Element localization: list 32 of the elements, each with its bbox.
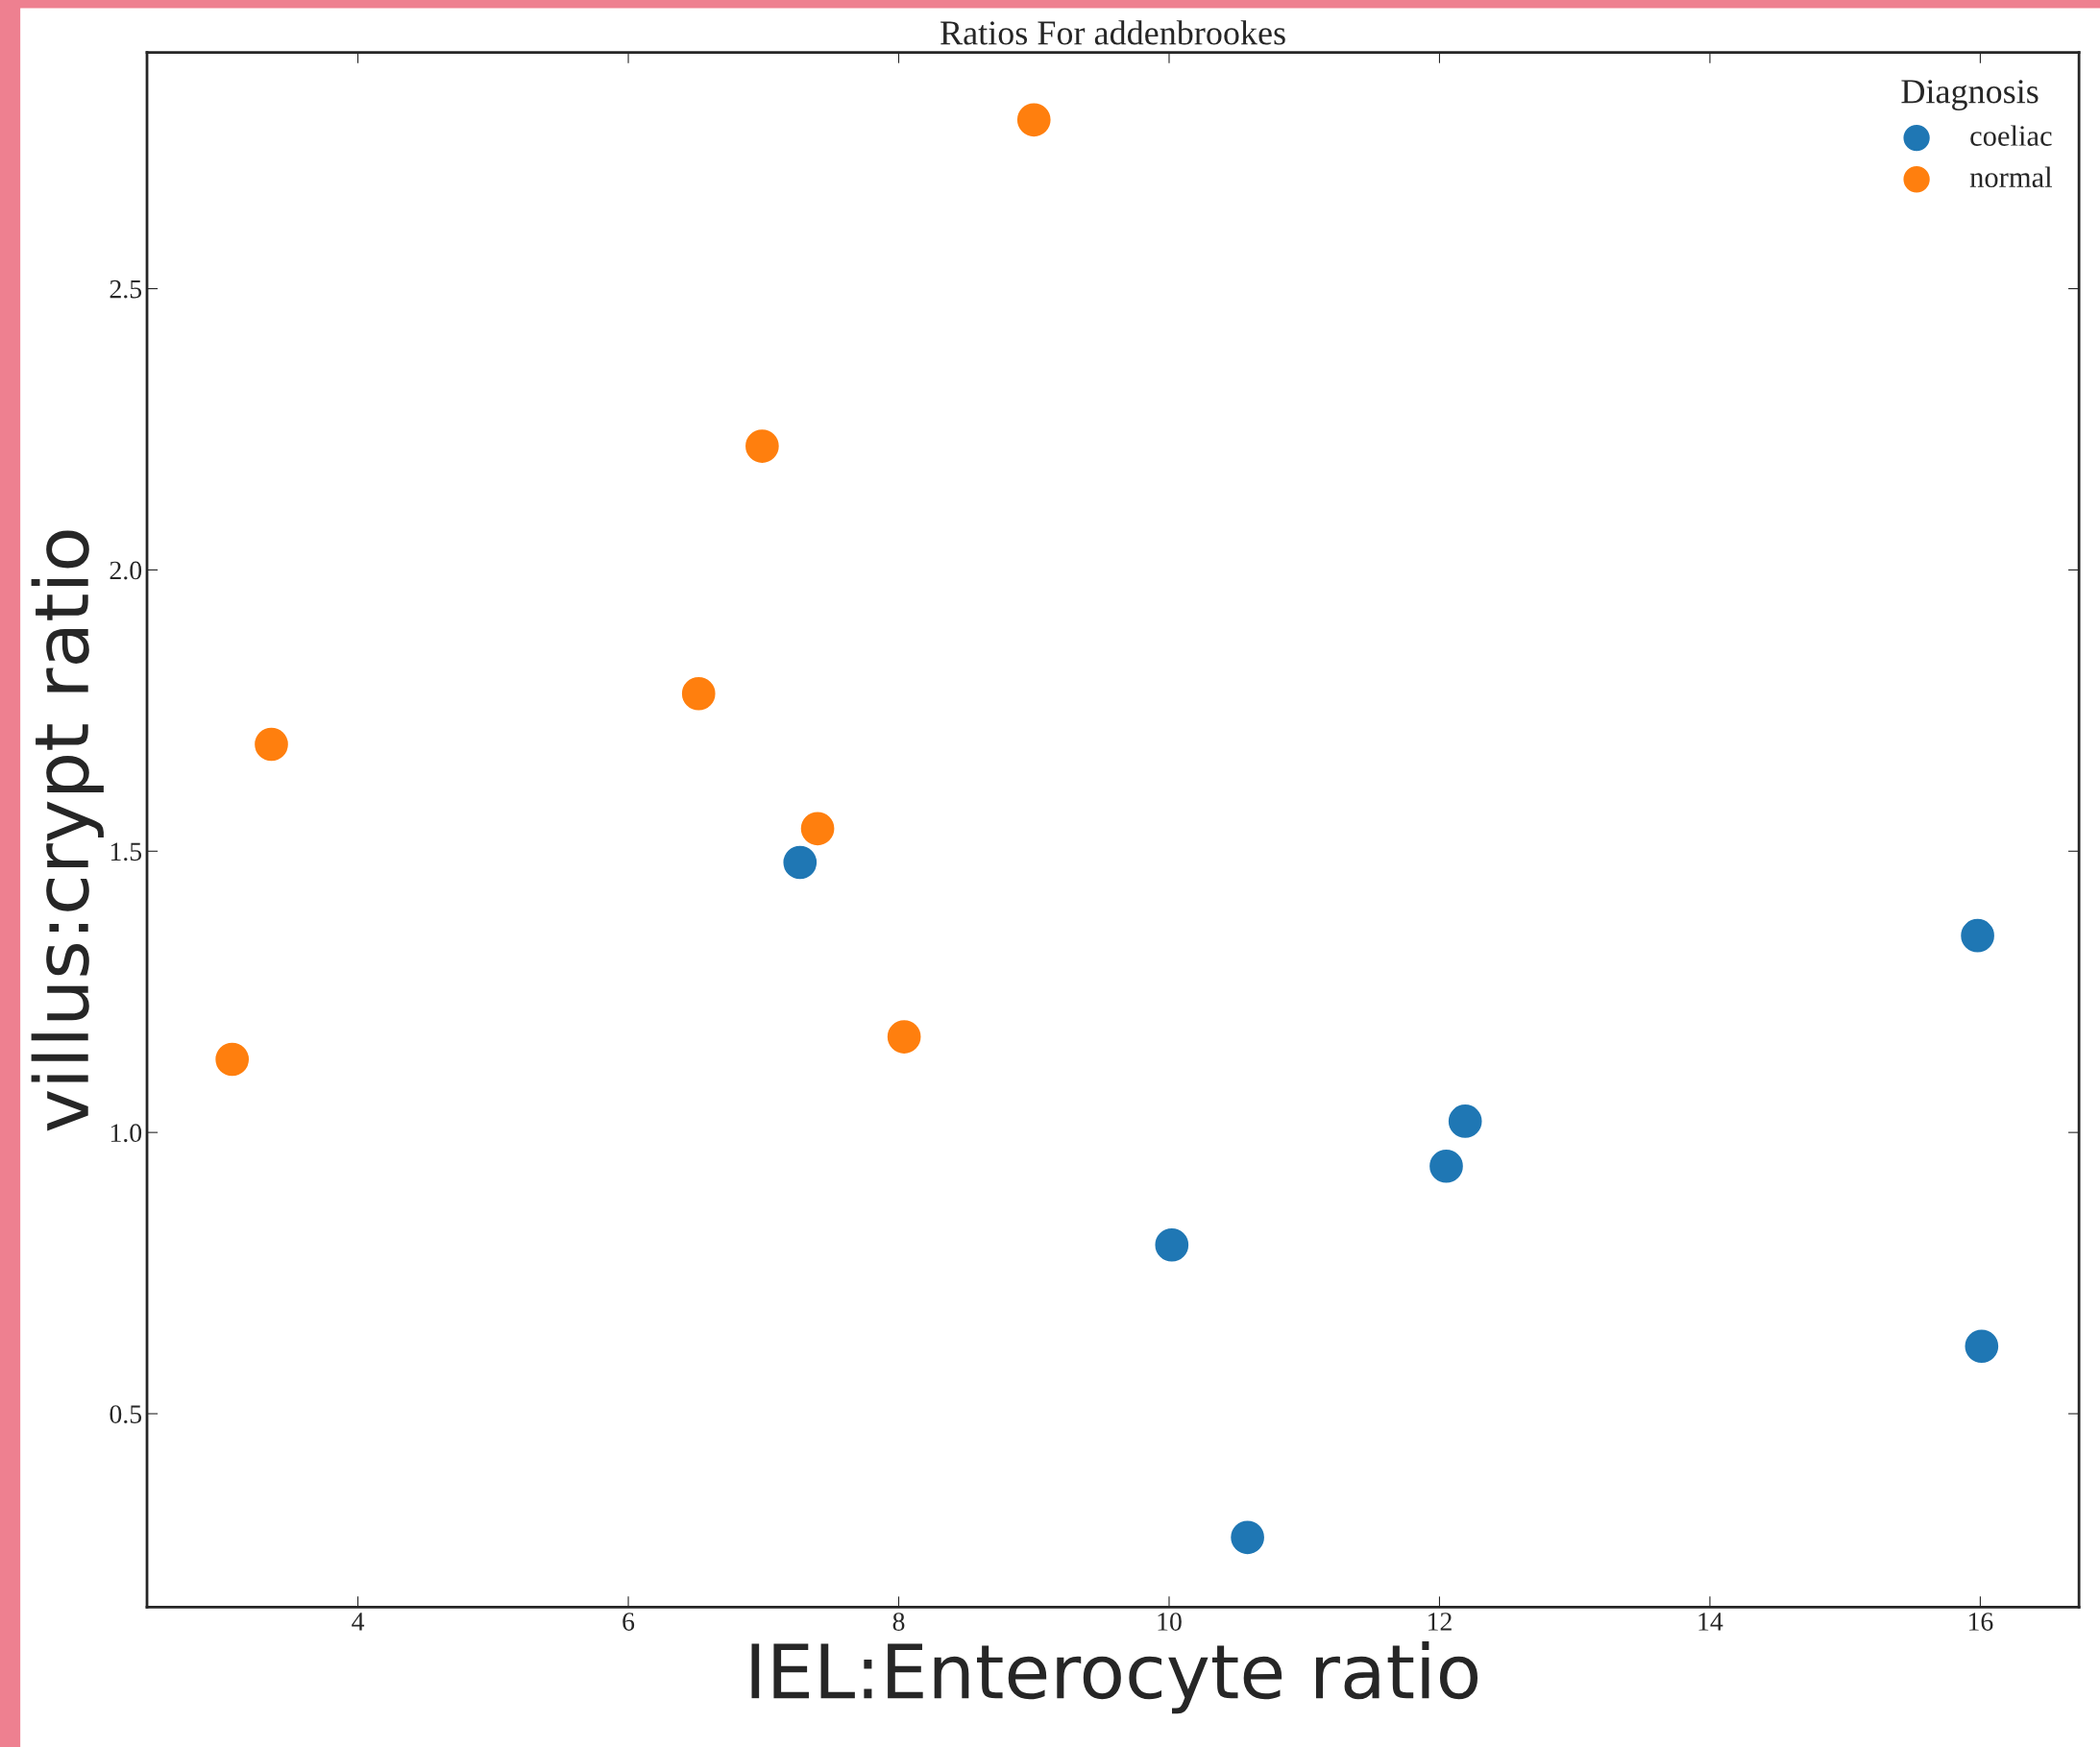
point bbox=[1446, 1103, 1484, 1140]
y-tick-label: 1.5 bbox=[110, 842, 142, 861]
chart-title: Ratios For addenbrookes bbox=[940, 20, 1285, 45]
point bbox=[1229, 1518, 1267, 1557]
point bbox=[1153, 1225, 1191, 1264]
legend-label: coeliac bbox=[1970, 125, 2052, 146]
point bbox=[1428, 1147, 1465, 1185]
y-tick-label: 1.0 bbox=[110, 1124, 142, 1143]
point bbox=[679, 674, 718, 713]
point bbox=[781, 843, 819, 882]
legend-label: normal bbox=[1969, 166, 2053, 188]
point bbox=[1963, 1327, 2001, 1366]
point bbox=[1014, 101, 1053, 139]
x-tick-label: 6 bbox=[623, 1613, 635, 1631]
point bbox=[885, 1018, 923, 1055]
x-tick-label: 4 bbox=[352, 1613, 365, 1631]
point bbox=[1959, 916, 1996, 955]
point bbox=[743, 427, 781, 465]
x-tick-label: 14 bbox=[1698, 1613, 1723, 1631]
x-axis-title: IEL:Enterocyte ratio bbox=[751, 1641, 1478, 1714]
y-tick-label: 2.0 bbox=[110, 561, 142, 580]
x-tick-label: 12 bbox=[1428, 1613, 1452, 1631]
y-axis-title: villus:crypt ratio bbox=[31, 530, 104, 1131]
y-tick-label: 0.5 bbox=[110, 1405, 142, 1424]
point bbox=[213, 1040, 252, 1079]
x-tick-label: 10 bbox=[1158, 1613, 1182, 1631]
point bbox=[253, 725, 290, 764]
point bbox=[798, 810, 837, 848]
x-tick-label: 16 bbox=[1968, 1613, 1993, 1631]
y-tick-label: 2.5 bbox=[110, 279, 142, 299]
legend-title: Diagnosis bbox=[1901, 80, 2039, 110]
x-tick-label: 8 bbox=[892, 1613, 905, 1631]
